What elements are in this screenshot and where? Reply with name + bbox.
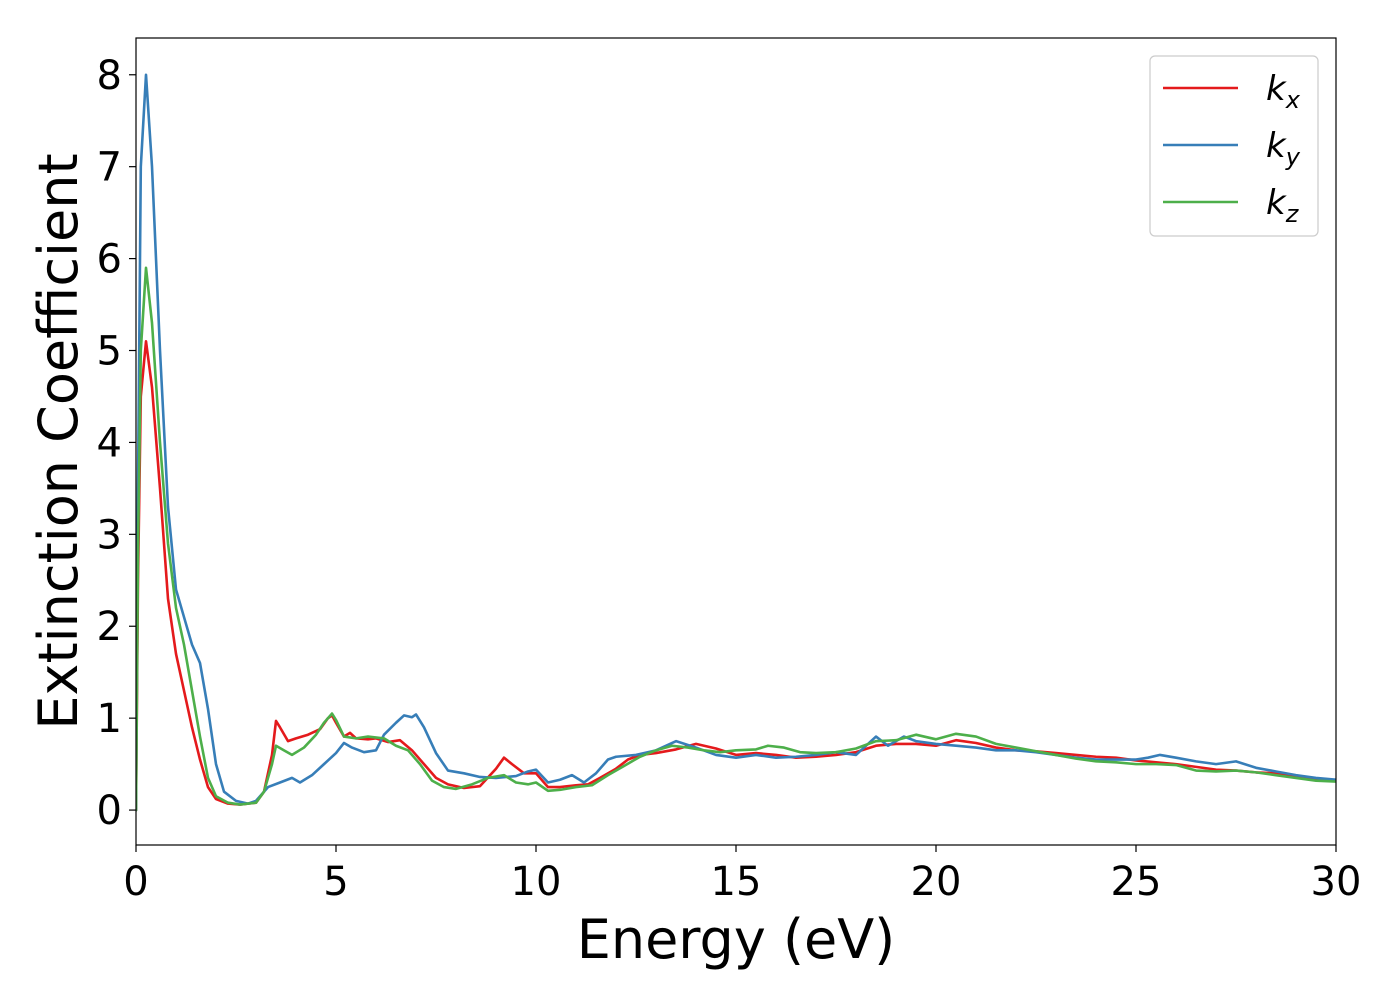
y-tick-label: 0 xyxy=(97,788,122,834)
legend-label-x: kx xyxy=(1266,69,1301,114)
x-tick-label: 20 xyxy=(911,859,962,905)
y-tick-label: 8 xyxy=(97,53,122,99)
x-tick-label: 0 xyxy=(123,859,148,905)
legend-label-y: ky xyxy=(1266,126,1301,171)
y-tick-label: 3 xyxy=(97,512,122,558)
legend-label-z: kz xyxy=(1266,183,1300,228)
y-tick-label: 7 xyxy=(97,145,122,191)
y-tick-label: 5 xyxy=(97,329,122,375)
y-tick-label: 1 xyxy=(97,696,122,742)
x-tick-label: 5 xyxy=(323,859,348,905)
y-tick-label: 6 xyxy=(97,237,122,283)
x-tick-label: 15 xyxy=(711,859,762,905)
series-line-z xyxy=(136,266,1336,812)
x-axis: 0 5 10 15 20 25 30 xyxy=(123,845,1361,905)
y-axis: 0 1 2 3 4 5 6 7 8 xyxy=(97,53,136,834)
legend: kx ky kz xyxy=(1149,55,1319,237)
y-tick-label: 2 xyxy=(97,604,122,650)
y-axis-title: Extinction Coefficient xyxy=(27,153,90,729)
x-axis-title: Energy (eV) xyxy=(577,908,896,971)
series-layer xyxy=(136,73,1336,812)
x-tick-label: 25 xyxy=(1111,859,1162,905)
x-tick-label: 30 xyxy=(1311,859,1362,905)
x-tick-label: 10 xyxy=(511,859,562,905)
y-tick-label: 4 xyxy=(97,420,122,466)
